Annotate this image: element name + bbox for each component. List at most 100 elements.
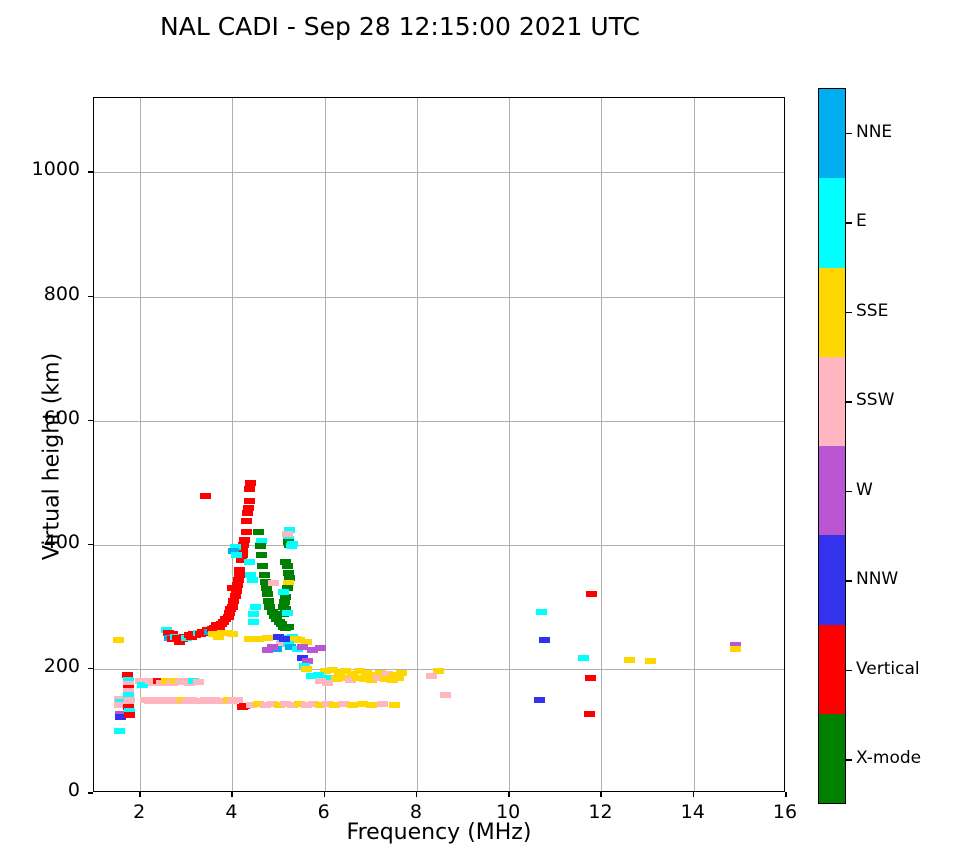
data-point (315, 678, 327, 685)
data-point (252, 636, 264, 643)
data-point (238, 536, 250, 543)
x-tick-mark (508, 792, 510, 797)
y-tick-mark (88, 667, 93, 670)
x-tick-label: 8 (409, 801, 422, 823)
data-point (232, 696, 243, 703)
x-tick-label: 16 (772, 801, 798, 823)
data-point (278, 588, 290, 595)
data-point (351, 674, 363, 681)
data-point (312, 672, 324, 679)
gridline-horizontal (94, 420, 784, 422)
data-point (536, 608, 548, 615)
data-point (538, 637, 550, 644)
colorbar-label-nne: NNE (856, 121, 893, 142)
data-point (280, 593, 292, 600)
x-tick-mark (323, 792, 326, 797)
y-tick-label: 600 (43, 406, 80, 429)
data-point (245, 701, 257, 708)
data-point (365, 677, 377, 684)
data-point (252, 529, 264, 536)
data-point (275, 641, 287, 648)
data-point (305, 673, 317, 680)
plot-area (93, 97, 785, 792)
data-point (244, 571, 256, 578)
data-point (248, 611, 260, 618)
data-point (315, 644, 327, 651)
data-point (301, 665, 313, 672)
data-point (252, 700, 264, 707)
data-point (228, 597, 240, 604)
data-point (259, 579, 271, 586)
data-point (358, 675, 370, 682)
data-point (256, 551, 267, 558)
data-point (356, 700, 368, 707)
colorbar-tick-mark (846, 132, 852, 135)
data-point (232, 576, 244, 583)
data-point (281, 610, 293, 617)
data-point (122, 677, 134, 684)
data-point (227, 603, 239, 610)
gridline-vertical (416, 98, 418, 791)
colorbar-label-sse: SSE (856, 300, 889, 321)
data-point (439, 691, 451, 698)
data-point (250, 603, 262, 610)
y-tick-mark (88, 419, 93, 422)
x-tick-label: 4 (225, 801, 238, 823)
data-point (258, 571, 270, 578)
x-tick-label: 10 (496, 801, 521, 823)
data-point (262, 634, 273, 641)
data-point (237, 541, 249, 548)
x-tick-mark (600, 792, 602, 797)
data-point (114, 698, 126, 705)
data-point (584, 674, 596, 681)
x-tick-label: 6 (317, 801, 330, 823)
data-point (730, 642, 742, 649)
data-point (393, 674, 405, 681)
colorbar-label-vertical: Vertical (856, 658, 920, 679)
data-point (266, 608, 278, 615)
data-point (114, 695, 126, 702)
gridline-vertical (509, 98, 511, 791)
data-point (283, 526, 295, 533)
data-point (338, 700, 350, 707)
data-point (388, 701, 400, 708)
y-tick-label: 1000 (31, 158, 80, 181)
data-point (243, 498, 255, 505)
y-axis-label: Virtual height (km) (39, 352, 65, 561)
data-point (361, 669, 373, 676)
data-point (319, 674, 331, 681)
data-point (221, 629, 233, 636)
data-point (255, 543, 267, 550)
data-point (123, 680, 135, 687)
data-point (236, 551, 248, 558)
data-point (123, 696, 135, 703)
data-point (306, 647, 318, 654)
data-point (319, 668, 331, 675)
gridline-horizontal (94, 296, 784, 298)
data-point (583, 710, 595, 717)
y-tick-mark (88, 171, 93, 173)
gridline-vertical (324, 98, 326, 791)
x-tick-label: 2 (133, 801, 146, 823)
data-point (296, 643, 308, 650)
data-point (241, 529, 253, 536)
colorbar-tick-mark (846, 311, 852, 314)
data-point (328, 701, 340, 708)
data-point (124, 708, 136, 715)
data-point (235, 556, 247, 563)
data-point (282, 570, 294, 577)
colorbar-segment-e (819, 178, 845, 268)
x-tick-mark (231, 792, 233, 797)
data-point (262, 647, 273, 654)
colorbar-tick-mark (846, 222, 852, 224)
data-point (229, 544, 241, 551)
data-point (267, 580, 279, 587)
data-point (246, 576, 258, 583)
data-point (248, 618, 260, 625)
data-point (281, 530, 293, 537)
gridline-horizontal (94, 544, 784, 546)
data-point (321, 679, 333, 686)
data-point (231, 551, 243, 558)
data-point (264, 603, 276, 610)
data-point (338, 674, 350, 681)
